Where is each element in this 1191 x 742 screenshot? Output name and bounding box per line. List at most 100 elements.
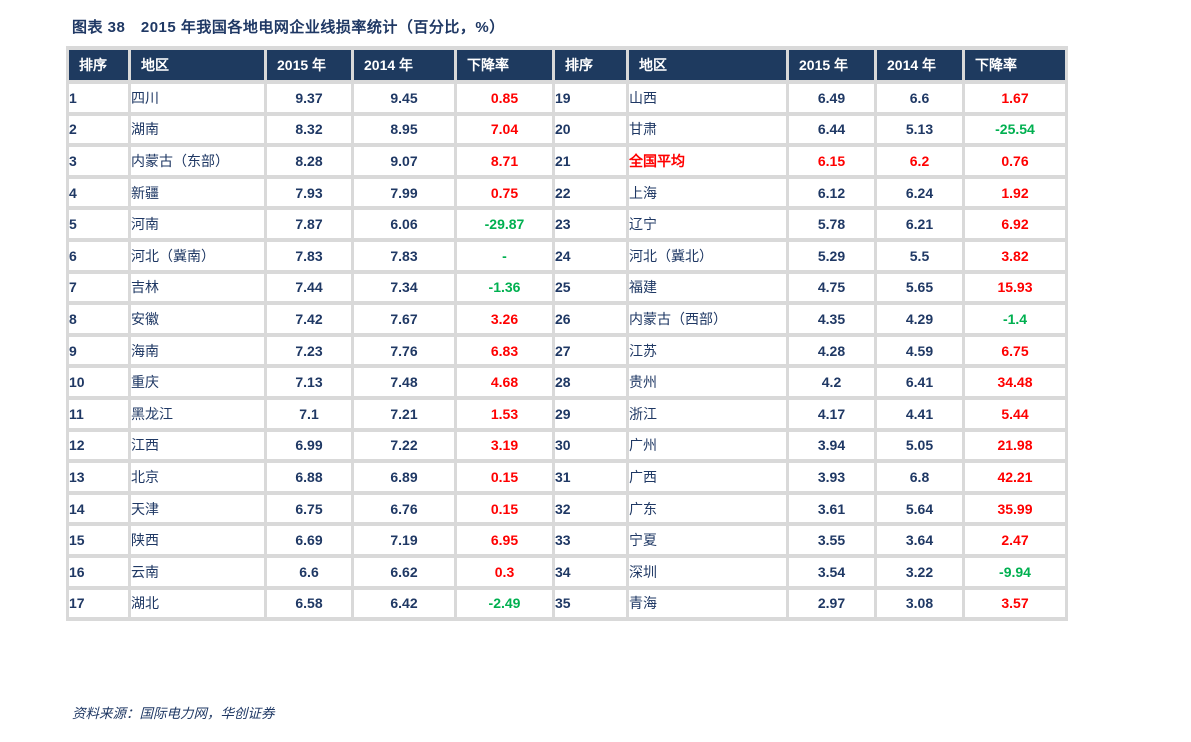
value-2014-cell: 8.95 <box>354 115 454 144</box>
value-2014-cell: 6.41 <box>877 368 962 396</box>
drop-rate-cell: 0.15 <box>457 463 552 491</box>
table-body: 1 四川 9.37 9.45 0.85 19 山西 6.49 6.6 1.67 2 湖南 8.32 8.9… <box>69 84 1065 618</box>
rank-cell: 29 <box>555 399 626 428</box>
region-cell: 河北（冀北） <box>629 241 786 270</box>
value-2014-cell: 7.48 <box>354 368 454 396</box>
value-2015-cell: 3.54 <box>789 557 874 586</box>
value-2014-cell: 7.34 <box>354 273 454 302</box>
value-2015-cell: 7.87 <box>267 210 351 238</box>
region-cell: 青海 <box>629 589 786 618</box>
value-2014-cell: 7.21 <box>354 399 454 428</box>
drop-rate-cell: -25.54 <box>965 115 1065 144</box>
rank-cell: 23 <box>555 210 626 238</box>
rank-cell: 20 <box>555 115 626 144</box>
value-2015-cell: 6.12 <box>789 178 874 207</box>
value-2015-cell: 4.75 <box>789 273 874 302</box>
value-2015-cell: 3.61 <box>789 494 874 523</box>
region-cell: 北京 <box>131 463 264 491</box>
rank-cell: 28 <box>555 368 626 396</box>
region-cell: 内蒙古（东部） <box>131 147 264 175</box>
value-2014-cell: 6.6 <box>877 84 962 112</box>
region-cell: 新疆 <box>131 178 264 207</box>
region-cell: 贵州 <box>629 368 786 396</box>
drop-rate-cell: 6.75 <box>965 336 1065 365</box>
region-cell: 四川 <box>131 84 264 112</box>
value-2015-cell: 5.29 <box>789 241 874 270</box>
rank-cell: 13 <box>69 463 128 491</box>
value-2015-cell: 6.99 <box>267 431 351 460</box>
rank-cell: 30 <box>555 431 626 460</box>
rank-cell: 26 <box>555 305 626 333</box>
value-2015-cell: 6.58 <box>267 589 351 618</box>
value-2014-cell: 4.59 <box>877 336 962 365</box>
drop-rate-cell: 7.04 <box>457 115 552 144</box>
region-cell: 云南 <box>131 557 264 586</box>
value-2014-cell: 7.99 <box>354 178 454 207</box>
figure-title: 图表 38 2015 年我国各地电网企业线损率统计（百分比，%） <box>72 19 505 36</box>
drop-rate-cell: 34.48 <box>965 368 1065 396</box>
col-header-region-left: 地区 <box>131 50 264 80</box>
table-row: 16 云南 6.6 6.62 0.3 34 深圳 3.54 3.22 -9.94 <box>69 557 1065 586</box>
value-2014-cell: 5.13 <box>877 115 962 144</box>
value-2015-cell: 7.13 <box>267 368 351 396</box>
rank-cell: 9 <box>69 336 128 365</box>
drop-rate-cell: 42.21 <box>965 463 1065 491</box>
rank-cell: 35 <box>555 589 626 618</box>
header-row: 排序 地区 2015 年 2014 年 下降率 排序 地区 2015 年 201… <box>69 50 1065 80</box>
table-row: 13 北京 6.88 6.89 0.15 31 广西 3.93 6.8 42.21 <box>69 463 1065 491</box>
col-header-drop-left: 下降率 <box>457 50 552 80</box>
value-2014-cell: 6.2 <box>877 147 962 175</box>
table-row: 2 湖南 8.32 8.95 7.04 20 甘肃 6.44 5.13 -25.54 <box>69 115 1065 144</box>
value-2015-cell: 7.44 <box>267 273 351 302</box>
region-cell: 海南 <box>131 336 264 365</box>
value-2014-cell: 6.76 <box>354 494 454 523</box>
drop-rate-cell: 0.85 <box>457 84 552 112</box>
rank-cell: 1 <box>69 84 128 112</box>
region-cell: 宁夏 <box>629 526 786 554</box>
value-2014-cell: 6.62 <box>354 557 454 586</box>
table-row: 6 河北（冀南） 7.83 7.83-24 河北（冀北） 5.29 5.5 3.82 <box>69 241 1065 270</box>
region-cell: 黑龙江 <box>131 399 264 428</box>
col-header-2015-left: 2015 年 <box>267 50 351 80</box>
value-2015-cell: 3.93 <box>789 463 874 491</box>
drop-rate-cell: 3.82 <box>965 241 1065 270</box>
drop-rate-cell: 21.98 <box>965 431 1065 460</box>
drop-rate-cell: -29.87 <box>457 210 552 238</box>
col-header-2015-right: 2015 年 <box>789 50 874 80</box>
drop-rate-cell: 4.68 <box>457 368 552 396</box>
value-2015-cell: 4.28 <box>789 336 874 365</box>
region-cell: 上海 <box>629 178 786 207</box>
rank-cell: 24 <box>555 241 626 270</box>
drop-rate-cell: -1.4 <box>965 305 1065 333</box>
col-header-drop-right: 下降率 <box>965 50 1065 80</box>
region-cell: 天津 <box>131 494 264 523</box>
region-cell: 全国平均 <box>629 147 786 175</box>
value-2014-cell: 7.19 <box>354 526 454 554</box>
region-cell: 辽宁 <box>629 210 786 238</box>
rank-cell: 12 <box>69 431 128 460</box>
value-2015-cell: 9.37 <box>267 84 351 112</box>
table-row: 11 黑龙江 7.1 7.21 1.53 29 浙江 4.17 4.41 5.44 <box>69 399 1065 428</box>
region-cell: 广州 <box>629 431 786 460</box>
table-row: 7 吉林 7.44 7.34 -1.36 25 福建 4.75 5.65 15.93 <box>69 273 1065 302</box>
region-cell: 广东 <box>629 494 786 523</box>
drop-rate-cell: -2.49 <box>457 589 552 618</box>
table-row: 14 天津 6.75 6.76 0.15 32 广东 3.61 5.64 35.99 <box>69 494 1065 523</box>
value-2014-cell: 6.8 <box>877 463 962 491</box>
region-cell: 福建 <box>629 273 786 302</box>
drop-rate-cell: 35.99 <box>965 494 1065 523</box>
value-2014-cell: 4.41 <box>877 399 962 428</box>
drop-rate-cell: 0.76 <box>965 147 1065 175</box>
region-cell: 湖北 <box>131 589 264 618</box>
value-2015-cell: 8.32 <box>267 115 351 144</box>
value-2014-cell: 6.89 <box>354 463 454 491</box>
col-header-region-right: 地区 <box>629 50 786 80</box>
rank-cell: 21 <box>555 147 626 175</box>
rank-cell: 17 <box>69 589 128 618</box>
value-2014-cell: 5.05 <box>877 431 962 460</box>
region-cell: 陕西 <box>131 526 264 554</box>
rank-cell: 31 <box>555 463 626 491</box>
rank-cell: 2 <box>69 115 128 144</box>
rank-cell: 34 <box>555 557 626 586</box>
rank-cell: 10 <box>69 368 128 396</box>
